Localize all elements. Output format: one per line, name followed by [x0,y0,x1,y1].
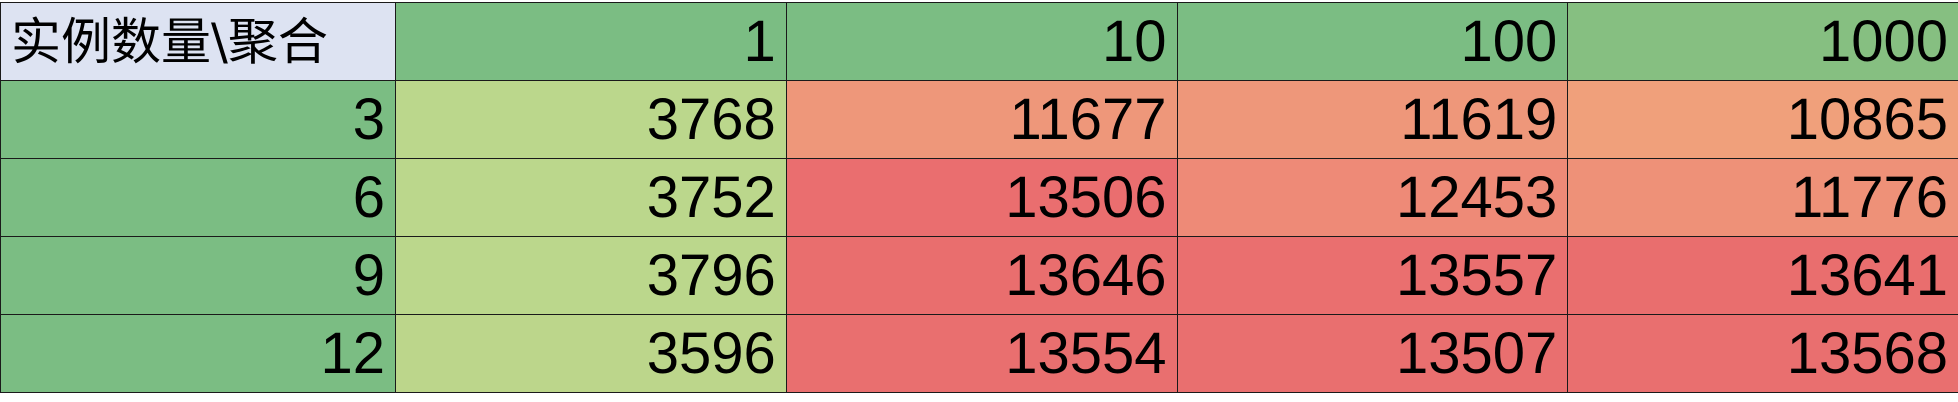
value-cell[interactable]: 13646 [785,236,1178,315]
value-cell[interactable]: 13568 [1567,314,1958,393]
column-header-cell[interactable]: 10 [785,2,1178,81]
heatmap-table: 实例数量\聚合 1 10 100 1000 3 3768 11677 11619… [0,2,1958,393]
row-label-cell[interactable]: 3 [0,80,396,159]
value-cell[interactable]: 10865 [1567,80,1958,159]
value-cell[interactable]: 3768 [395,80,787,159]
table-row: 9 3796 13646 13557 13641 [0,236,1958,315]
value-cell[interactable]: 3596 [395,314,787,393]
column-header-cell[interactable]: 1 [395,2,787,81]
header-row: 实例数量\聚合 1 10 100 1000 [0,2,1958,81]
table-row: 12 3596 13554 13507 13568 [0,314,1958,393]
value-cell[interactable]: 11619 [1176,80,1569,159]
column-header-cell[interactable]: 100 [1176,2,1569,81]
value-cell[interactable]: 3796 [395,236,787,315]
column-header-cell[interactable]: 1000 [1567,2,1958,81]
value-cell[interactable]: 13641 [1567,236,1958,315]
value-cell[interactable]: 12453 [1176,158,1569,237]
corner-cell[interactable]: 实例数量\聚合 [0,2,396,81]
value-cell[interactable]: 13557 [1176,236,1569,315]
value-cell[interactable]: 3752 [395,158,787,237]
table-row: 3 3768 11677 11619 10865 [0,80,1958,159]
value-cell[interactable]: 11677 [785,80,1178,159]
value-cell[interactable]: 13554 [785,314,1178,393]
value-cell[interactable]: 13506 [785,158,1178,237]
row-label-cell[interactable]: 9 [0,236,396,315]
value-cell[interactable]: 13507 [1176,314,1569,393]
row-label-cell[interactable]: 12 [0,314,396,393]
value-cell[interactable]: 11776 [1567,158,1958,237]
table-row: 6 3752 13506 12453 11776 [0,158,1958,237]
row-label-cell[interactable]: 6 [0,158,396,237]
